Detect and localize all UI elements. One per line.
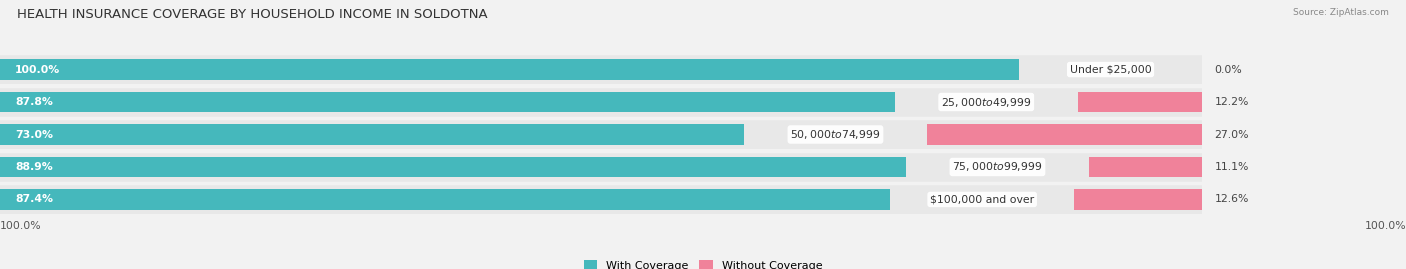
Text: 73.0%: 73.0% xyxy=(15,129,53,140)
Text: 88.9%: 88.9% xyxy=(15,162,53,172)
Text: 12.2%: 12.2% xyxy=(1215,97,1249,107)
Bar xyxy=(0,152,1202,182)
Bar xyxy=(0,189,890,210)
Bar xyxy=(0,157,905,177)
Text: $50,000 to $74,999: $50,000 to $74,999 xyxy=(790,128,880,141)
Bar xyxy=(927,125,1202,144)
Bar xyxy=(0,87,1202,117)
Text: Under $25,000: Under $25,000 xyxy=(1070,65,1152,75)
Bar xyxy=(1090,157,1202,177)
Bar xyxy=(0,185,1202,214)
Bar xyxy=(0,120,1202,149)
Text: 87.8%: 87.8% xyxy=(15,97,53,107)
Text: 12.6%: 12.6% xyxy=(1215,194,1249,204)
Text: $25,000 to $49,999: $25,000 to $49,999 xyxy=(941,95,1032,108)
Text: 27.0%: 27.0% xyxy=(1215,129,1249,140)
Bar xyxy=(1078,92,1202,112)
Text: 0.0%: 0.0% xyxy=(1215,65,1243,75)
Text: 100.0%: 100.0% xyxy=(15,65,60,75)
Bar xyxy=(0,59,1019,80)
Text: 100.0%: 100.0% xyxy=(1364,221,1406,231)
Text: $100,000 and over: $100,000 and over xyxy=(931,194,1035,204)
Text: 87.4%: 87.4% xyxy=(15,194,53,204)
Bar xyxy=(1074,189,1202,210)
Legend: With Coverage, Without Coverage: With Coverage, Without Coverage xyxy=(579,256,827,269)
Text: $75,000 to $99,999: $75,000 to $99,999 xyxy=(952,161,1043,174)
Bar xyxy=(0,92,894,112)
Text: 11.1%: 11.1% xyxy=(1215,162,1249,172)
Bar xyxy=(0,55,1202,84)
Text: 100.0%: 100.0% xyxy=(0,221,42,231)
Text: HEALTH INSURANCE COVERAGE BY HOUSEHOLD INCOME IN SOLDOTNA: HEALTH INSURANCE COVERAGE BY HOUSEHOLD I… xyxy=(17,8,488,21)
Bar xyxy=(0,125,744,144)
Text: Source: ZipAtlas.com: Source: ZipAtlas.com xyxy=(1294,8,1389,17)
